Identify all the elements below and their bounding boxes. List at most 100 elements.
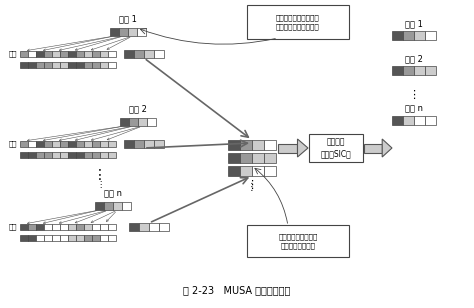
Bar	[119, 28, 128, 36]
Bar	[134, 140, 144, 148]
Bar	[60, 235, 68, 241]
Bar	[44, 51, 52, 57]
Bar	[144, 140, 154, 148]
Bar	[149, 223, 159, 231]
Bar	[28, 62, 36, 68]
Bar	[20, 224, 28, 230]
Bar	[36, 235, 44, 241]
Bar	[403, 116, 414, 125]
Bar	[124, 50, 134, 58]
Text: ⋮: ⋮	[93, 168, 107, 182]
Bar	[228, 166, 240, 176]
Bar	[403, 66, 414, 75]
Text: 用户 n: 用户 n	[104, 189, 122, 198]
Bar	[20, 62, 28, 68]
Bar	[92, 152, 100, 158]
Bar	[122, 202, 131, 210]
Bar	[92, 235, 100, 241]
Text: 用户 1: 用户 1	[405, 19, 423, 28]
Bar	[228, 153, 240, 163]
Bar	[92, 224, 100, 230]
Bar	[52, 235, 60, 241]
Bar	[76, 235, 84, 241]
Bar	[60, 62, 68, 68]
Bar	[28, 152, 36, 158]
Bar	[68, 235, 76, 241]
Bar	[108, 235, 116, 241]
Bar	[36, 141, 44, 147]
Bar	[137, 28, 146, 36]
Bar	[68, 62, 76, 68]
Bar	[129, 223, 139, 231]
Bar	[52, 224, 60, 230]
Bar	[108, 141, 116, 147]
Bar	[364, 144, 382, 152]
Bar	[425, 116, 436, 125]
Bar	[113, 202, 122, 210]
Text: 每个用户的符号通过一
个特殊的序列进行扩展: 每个用户的符号通过一 个特殊的序列进行扩展	[276, 14, 320, 30]
Bar	[68, 152, 76, 158]
Bar	[68, 141, 76, 147]
Bar	[414, 116, 425, 125]
Bar	[36, 152, 44, 158]
Bar	[28, 141, 36, 147]
Text: 串行干扰
消除（SIC）: 串行干扰 消除（SIC）	[320, 138, 351, 158]
FancyBboxPatch shape	[309, 134, 363, 162]
FancyBboxPatch shape	[247, 5, 349, 39]
Bar	[60, 51, 68, 57]
Text: 扩展后的符号在同样
的正交资源上传送: 扩展后的符号在同样 的正交资源上传送	[278, 233, 318, 249]
Bar	[84, 62, 92, 68]
Bar	[252, 166, 264, 176]
Bar	[392, 31, 403, 40]
Bar	[240, 153, 252, 163]
Bar	[84, 141, 92, 147]
Bar	[84, 224, 92, 230]
Bar	[52, 141, 60, 147]
Bar	[92, 141, 100, 147]
Bar	[28, 224, 36, 230]
Bar	[76, 152, 84, 158]
Bar	[20, 51, 28, 57]
FancyBboxPatch shape	[247, 225, 349, 257]
Bar	[100, 51, 108, 57]
Text: 用户 1: 用户 1	[119, 14, 137, 23]
Bar	[95, 202, 104, 210]
Bar	[36, 62, 44, 68]
Bar	[20, 235, 28, 241]
Bar	[414, 31, 425, 40]
Bar	[44, 141, 52, 147]
Bar	[278, 144, 298, 152]
Bar	[100, 152, 108, 158]
Bar	[425, 66, 436, 75]
Bar	[76, 62, 84, 68]
Bar	[425, 31, 436, 40]
Bar	[403, 31, 414, 40]
Bar	[264, 140, 276, 150]
Bar	[20, 141, 28, 147]
Bar	[100, 141, 108, 147]
Bar	[264, 166, 276, 176]
Bar	[28, 51, 36, 57]
Text: 用户 2: 用户 2	[129, 104, 147, 113]
Bar	[139, 223, 149, 231]
Bar	[84, 152, 92, 158]
Bar	[60, 224, 68, 230]
Bar	[76, 51, 84, 57]
Bar	[252, 153, 264, 163]
Bar	[44, 62, 52, 68]
Bar	[154, 140, 164, 148]
Bar	[100, 62, 108, 68]
Bar	[36, 224, 44, 230]
Bar	[128, 28, 137, 36]
Bar	[392, 116, 403, 125]
Bar	[100, 235, 108, 241]
Text: ⋮: ⋮	[247, 182, 257, 192]
Bar	[36, 51, 44, 57]
Bar	[240, 166, 252, 176]
Bar	[44, 224, 52, 230]
Bar	[68, 224, 76, 230]
Bar	[108, 51, 116, 57]
Bar	[264, 153, 276, 163]
Bar	[44, 152, 52, 158]
Bar	[124, 140, 134, 148]
